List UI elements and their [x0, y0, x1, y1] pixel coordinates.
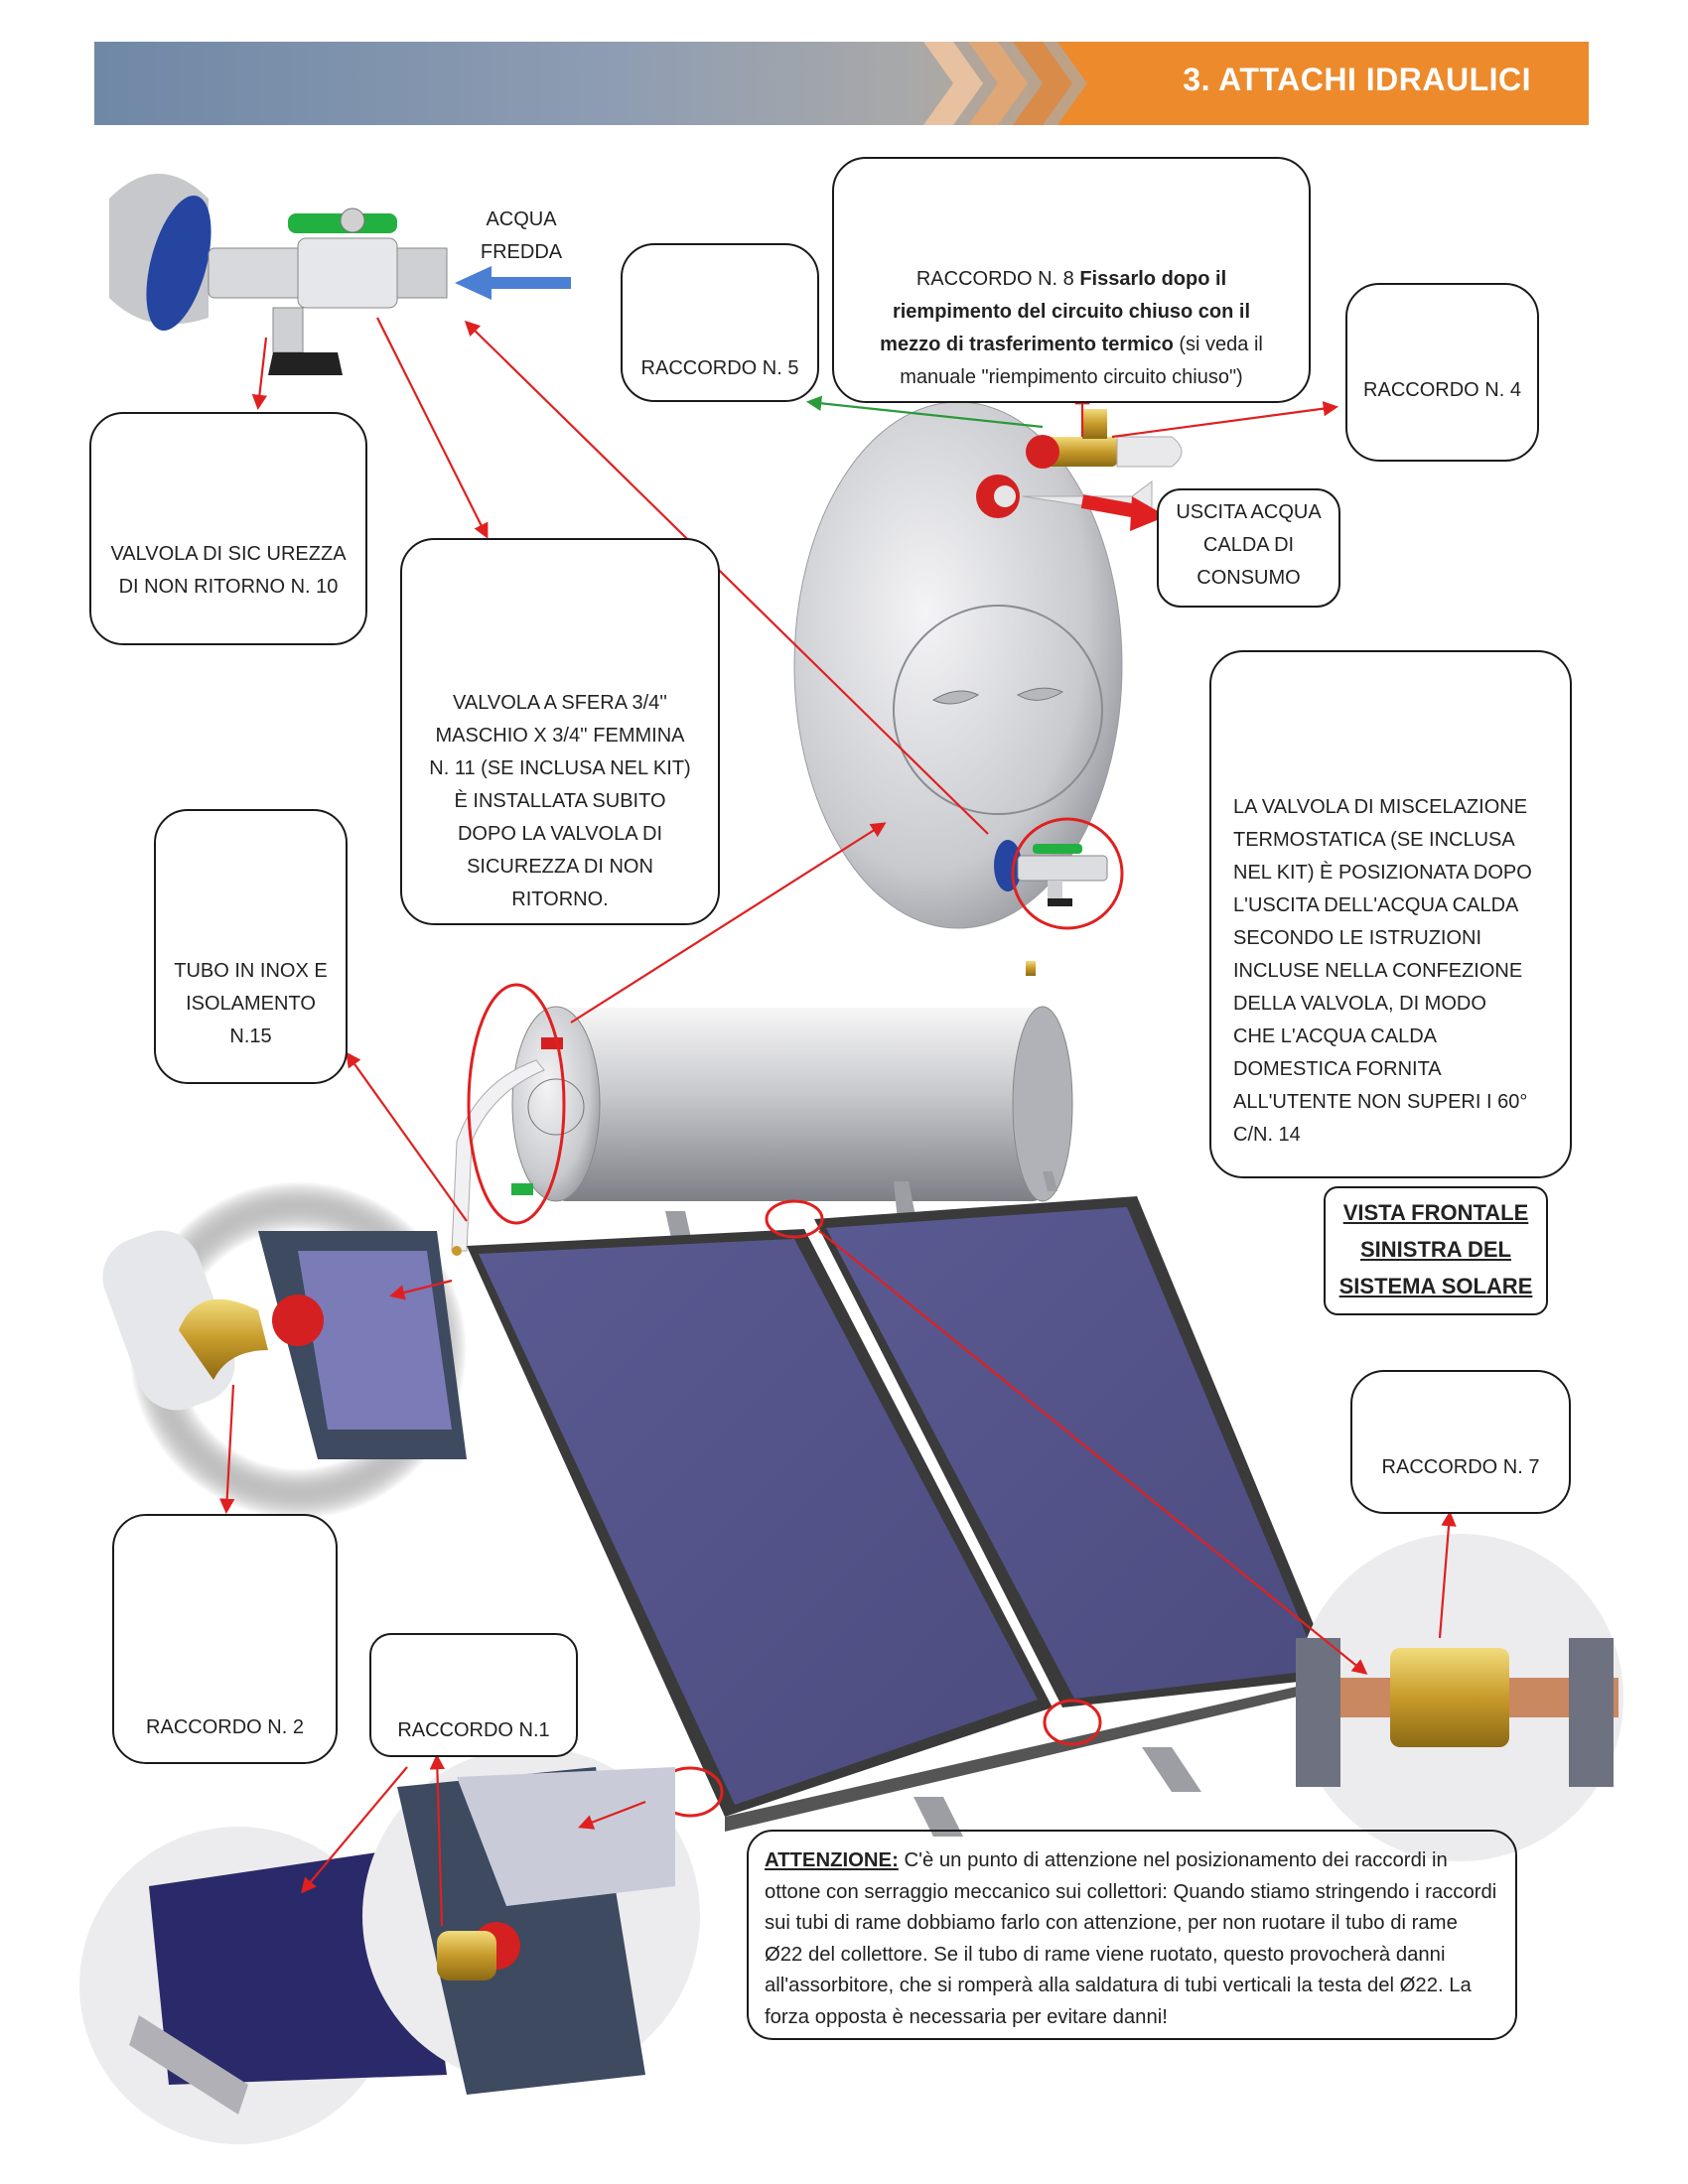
callout-text: RACCORDO N. 4 [1363, 379, 1521, 401]
cold-water-label-line: FREDDA [480, 241, 563, 263]
callout-text: C/N. 14 [1233, 1124, 1301, 1146]
callout-text: CHE L'ACQUA CALDA [1233, 1025, 1437, 1047]
header-title-area: 3. ATTACHI IDRAULICI [1057, 42, 1589, 125]
callout-text: NEL KIT) È POSIZIONATA DOPO [1233, 862, 1532, 884]
callout-text: DI NON RITORNO N. 10 [118, 576, 339, 598]
callout-raccordo-2: RACCORDO N. 2 [112, 1514, 338, 1764]
cold-water-valve-detail [109, 174, 448, 375]
front-view-label-line: SINISTRA DEL [1360, 1237, 1511, 1262]
callout-valve-11: VALVOLA A SFERA 3/4'' MASCHIO X 3/4'' FE… [400, 538, 720, 925]
callout-text: SICUREZZA DI NON [467, 856, 653, 878]
callout-text-bold: Fissarlo dopo il [1079, 268, 1227, 290]
callout-text: LA VALVOLA DI MISCELAZIONE [1233, 796, 1528, 818]
callout-text: RACCORDO N. 5 [640, 357, 799, 379]
callout-text: CALDA DI [1202, 534, 1295, 556]
callout-text: N.15 [229, 1025, 272, 1047]
callout-text: RACCORDO N. 8 [915, 268, 1080, 290]
callout-text: (si veda il [1173, 334, 1263, 355]
green-arrow [805, 395, 1044, 429]
coupling-detail [1296, 1534, 1623, 1861]
section-title-overlay: 3. ATTACHI IDRAULICI [1183, 62, 1531, 97]
callout-raccordo-4: RACCORDO N. 4 [1345, 283, 1539, 462]
front-view-label: VISTA FRONTALE SINISTRA DEL SISTEMA SOLA… [1324, 1186, 1548, 1315]
callout-valve-10: VALVOLA DI SIC UREZZA DI NON RITORNO N. … [89, 412, 367, 645]
attention-note: ATTENZIONE: C'è un punto di attenzione n… [747, 1830, 1517, 2040]
front-view-label-line: VISTA FRONTALE [1342, 1200, 1529, 1225]
callout-arrows [218, 317, 1457, 1927]
callout-text: manuale "riempimento circuito chiuso") [900, 366, 1243, 388]
horizontal-tank [451, 961, 1073, 1252]
callout-text: VALVOLA A SFERA 3/4'' [453, 692, 667, 714]
callout-text: TUBO IN INOX E [174, 960, 328, 982]
cold-water-label: ACQUA FREDDA [467, 204, 576, 269]
collector-corner-detail [79, 1747, 700, 2144]
callout-text: MASCHIO X 3/4'' FEMMINA [435, 725, 685, 747]
callout-text: TERMOSTATICA (SE INCLUSA [1233, 829, 1515, 851]
callout-raccordo-8: RACCORDO N. 8 Fissarlo dopo il riempimen… [832, 157, 1311, 403]
callout-hot-water-outlet: USCITA ACQUA CALDA DI CONSUMO [1157, 488, 1340, 608]
callout-text: È INSTALLATA SUBITO [454, 790, 666, 812]
callout-raccordo-5: RACCORDO N. 5 [621, 243, 819, 402]
callout-text: RACCORDO N. 2 [146, 1716, 304, 1738]
attention-label: ATTENZIONE: [765, 1849, 899, 1871]
callout-text: L'USCITA DELL'ACQUA CALDA [1233, 894, 1519, 916]
callout-text: N. 11 (SE INCLUSA NEL KIT) [429, 757, 691, 779]
callout-text: DELLA VALVOLA, DI MODO [1233, 993, 1486, 1015]
callout-text: RACCORDO N.1 [397, 1719, 550, 1741]
callout-text: ISOLAMENTO [186, 993, 316, 1015]
callout-text: USCITA ACQUA [1176, 501, 1322, 523]
callout-text: SECONDO LE ISTRUZIONI [1233, 927, 1482, 949]
tank-side-view [793, 401, 1183, 930]
callout-text: DOPO LA VALVOLA DI [457, 823, 662, 845]
callout-text-bold: mezzo di trasferimento termico [880, 334, 1174, 355]
callout-text: DOMESTICA FORNITA [1233, 1058, 1442, 1080]
attention-text: C'è un punto di attenzione nel posiziona… [765, 1849, 1497, 2028]
solar-collectors [452, 1196, 1336, 1832]
callout-text: RACCORDO N. 7 [1381, 1456, 1540, 1478]
front-view-label-line: SISTEMA SOLARE [1338, 1274, 1533, 1298]
callout-text: ALL'UTENTE NON SUPERI I 60° [1233, 1091, 1528, 1113]
elbow-detail [102, 1181, 467, 1519]
callout-tube-15: TUBO IN INOX E ISOLAMENTO N.15 [154, 809, 348, 1084]
callout-raccordo-1: RACCORDO N.1 [369, 1633, 578, 1757]
callout-text: CONSUMO [1196, 567, 1301, 589]
callout-mixing-valve-14: LA VALVOLA DI MISCELAZIONE TERMOSTATICA … [1209, 650, 1572, 1178]
callout-text: RITORNO. [511, 888, 609, 910]
callout-text: INCLUSE NELLA CONFEZIONE [1233, 960, 1523, 982]
callout-text-bold: riempimento del circuito chiuso con il [892, 301, 1251, 323]
callout-raccordo-7: RACCORDO N. 7 [1350, 1370, 1571, 1514]
cold-water-label-line: ACQUA [486, 208, 557, 230]
callout-text: VALVOLA DI SIC UREZZA [110, 543, 347, 565]
